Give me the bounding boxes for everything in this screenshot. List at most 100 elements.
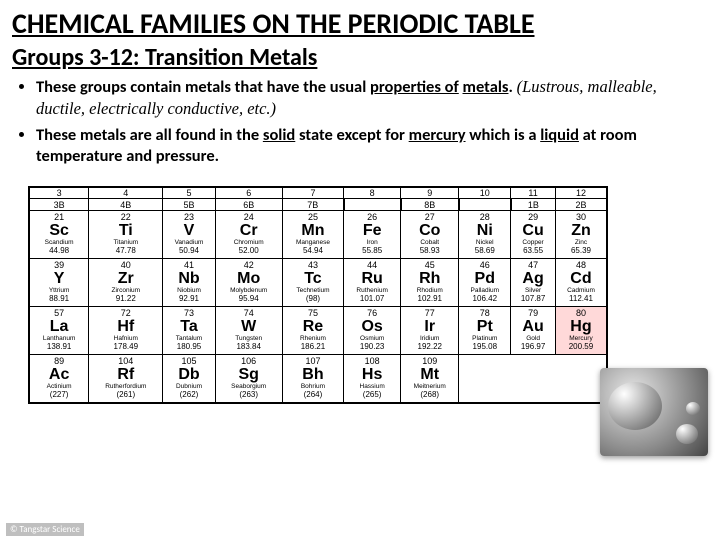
element-symbol: Mt	[401, 366, 458, 383]
element-symbol: Co	[401, 222, 458, 239]
element-cell: 24CrChromium52.00	[215, 211, 282, 259]
atomic-number: 46	[459, 260, 510, 270]
atomic-mass: 50.94	[163, 246, 214, 255]
element-cell: 44RuRuthenium101.07	[344, 259, 401, 307]
atomic-number: 43	[283, 260, 343, 270]
element-cell	[459, 355, 511, 403]
element-name: Iron	[344, 239, 400, 246]
element-symbol: Cd	[556, 270, 606, 287]
group-num: 12	[555, 187, 607, 199]
element-cell: 106SgSeaborgium(263)	[215, 355, 282, 403]
element-name: Rutherfordium	[89, 383, 162, 390]
element-name: Meitnerium	[401, 383, 458, 390]
element-name: Manganese	[283, 239, 343, 246]
atomic-mass: 178.49	[89, 342, 162, 351]
group-num: 4	[89, 187, 163, 199]
atomic-number: 21	[30, 212, 88, 222]
element-symbol: Hs	[344, 366, 400, 383]
page-title: CHEMICAL FAMILIES ON THE PERIODIC TABLE	[0, 0, 720, 41]
atomic-mass: 52.00	[216, 246, 282, 255]
atomic-mass: 91.22	[89, 294, 162, 303]
group-sub	[344, 199, 401, 211]
table-row: 21ScScandium44.9822TiTitanium47.7823VVan…	[29, 211, 607, 259]
bullet1-pre: These groups contain metals that have th…	[36, 77, 370, 97]
group-row-sub: 3B4B5B6B7B8B1B2B	[29, 199, 607, 211]
element-cell: 42MoMolybdenum95.94	[215, 259, 282, 307]
group-sub: 8B	[401, 199, 459, 211]
element-symbol: Re	[283, 318, 343, 335]
element-cell: 48CdCadmium112.41	[555, 259, 607, 307]
bullet2-fill3: liquid	[540, 125, 579, 145]
atomic-mass: 183.84	[216, 342, 282, 351]
element-symbol: Ru	[344, 270, 400, 287]
element-name: Tantalum	[163, 335, 214, 342]
group-sub: 2B	[555, 199, 607, 211]
element-symbol: V	[163, 222, 214, 239]
element-name: Ruthenium	[344, 287, 400, 294]
element-cell: 25MnManganese54.94	[282, 211, 343, 259]
atomic-mass: 107.87	[511, 294, 555, 303]
element-symbol: Fe	[344, 222, 400, 239]
element-name: Hassium	[344, 383, 400, 390]
atomic-number: 45	[401, 260, 458, 270]
atomic-mass: 138.91	[30, 342, 88, 351]
element-name: Dubnium	[163, 383, 214, 390]
atomic-mass: 58.93	[401, 246, 458, 255]
group-num: 8	[344, 187, 401, 199]
element-name: Palladium	[459, 287, 510, 294]
element-cell: 108HsHassium(265)	[344, 355, 401, 403]
atomic-mass: 95.94	[216, 294, 282, 303]
atomic-mass: 102.91	[401, 294, 458, 303]
bullet-1: These groups contain metals that have th…	[36, 76, 704, 121]
atomic-number: 104	[89, 356, 162, 366]
element-symbol: La	[30, 318, 88, 335]
element-name: Bohrium	[283, 383, 343, 390]
atomic-number: 78	[459, 308, 510, 318]
atomic-number: 28	[459, 212, 510, 222]
atomic-mass: (227)	[30, 390, 88, 399]
atomic-number: 23	[163, 212, 214, 222]
element-cell	[511, 355, 556, 403]
element-cell: 43TcTechnetium(98)	[282, 259, 343, 307]
element-name: Platinum	[459, 335, 510, 342]
element-cell: 45RhRhodium102.91	[401, 259, 459, 307]
atomic-number: 40	[89, 260, 162, 270]
atomic-number: 77	[401, 308, 458, 318]
atomic-number: 24	[216, 212, 282, 222]
atomic-mass: (268)	[401, 390, 458, 399]
atomic-number: 76	[344, 308, 400, 318]
element-cell: 76OsOsmium190.23	[344, 307, 401, 355]
element-symbol: Cu	[511, 222, 555, 239]
atomic-number: 27	[401, 212, 458, 222]
atomic-mass: 63.55	[511, 246, 555, 255]
atomic-number: 25	[283, 212, 343, 222]
bullet1-fill1: properties of	[370, 77, 459, 97]
group-num: 7	[282, 187, 343, 199]
bullet2-post: which is a	[466, 125, 541, 145]
atomic-mass: 192.22	[401, 342, 458, 351]
group-sub	[459, 199, 511, 211]
atomic-mass: 196.97	[511, 342, 555, 351]
element-symbol: W	[216, 318, 282, 335]
table-head: 3456789101112 3B4B5B6B7B8B1B2B	[29, 187, 607, 211]
element-name: Zirconium	[89, 287, 162, 294]
element-cell: 89AcActinium(227)	[29, 355, 89, 403]
atomic-number: 44	[344, 260, 400, 270]
element-name: Titanium	[89, 239, 162, 246]
atomic-mass: 190.23	[344, 342, 400, 351]
element-name: Cobalt	[401, 239, 458, 246]
bullet-list: These groups contain metals that have th…	[0, 76, 720, 178]
element-symbol: Mn	[283, 222, 343, 239]
atomic-mass: 92.91	[163, 294, 214, 303]
bullet-2: These metals are all found in the solid …	[36, 125, 704, 168]
element-symbol: Ac	[30, 366, 88, 383]
element-cell: 30ZnZinc65.39	[555, 211, 607, 259]
atomic-mass: 180.95	[163, 342, 214, 351]
element-name: Zinc	[556, 239, 606, 246]
atomic-mass: 195.08	[459, 342, 510, 351]
element-name: Technetium	[283, 287, 343, 294]
atomic-mass: 101.07	[344, 294, 400, 303]
atomic-number: 75	[283, 308, 343, 318]
element-name: Nickel	[459, 239, 510, 246]
mercury-droplet	[686, 402, 700, 415]
